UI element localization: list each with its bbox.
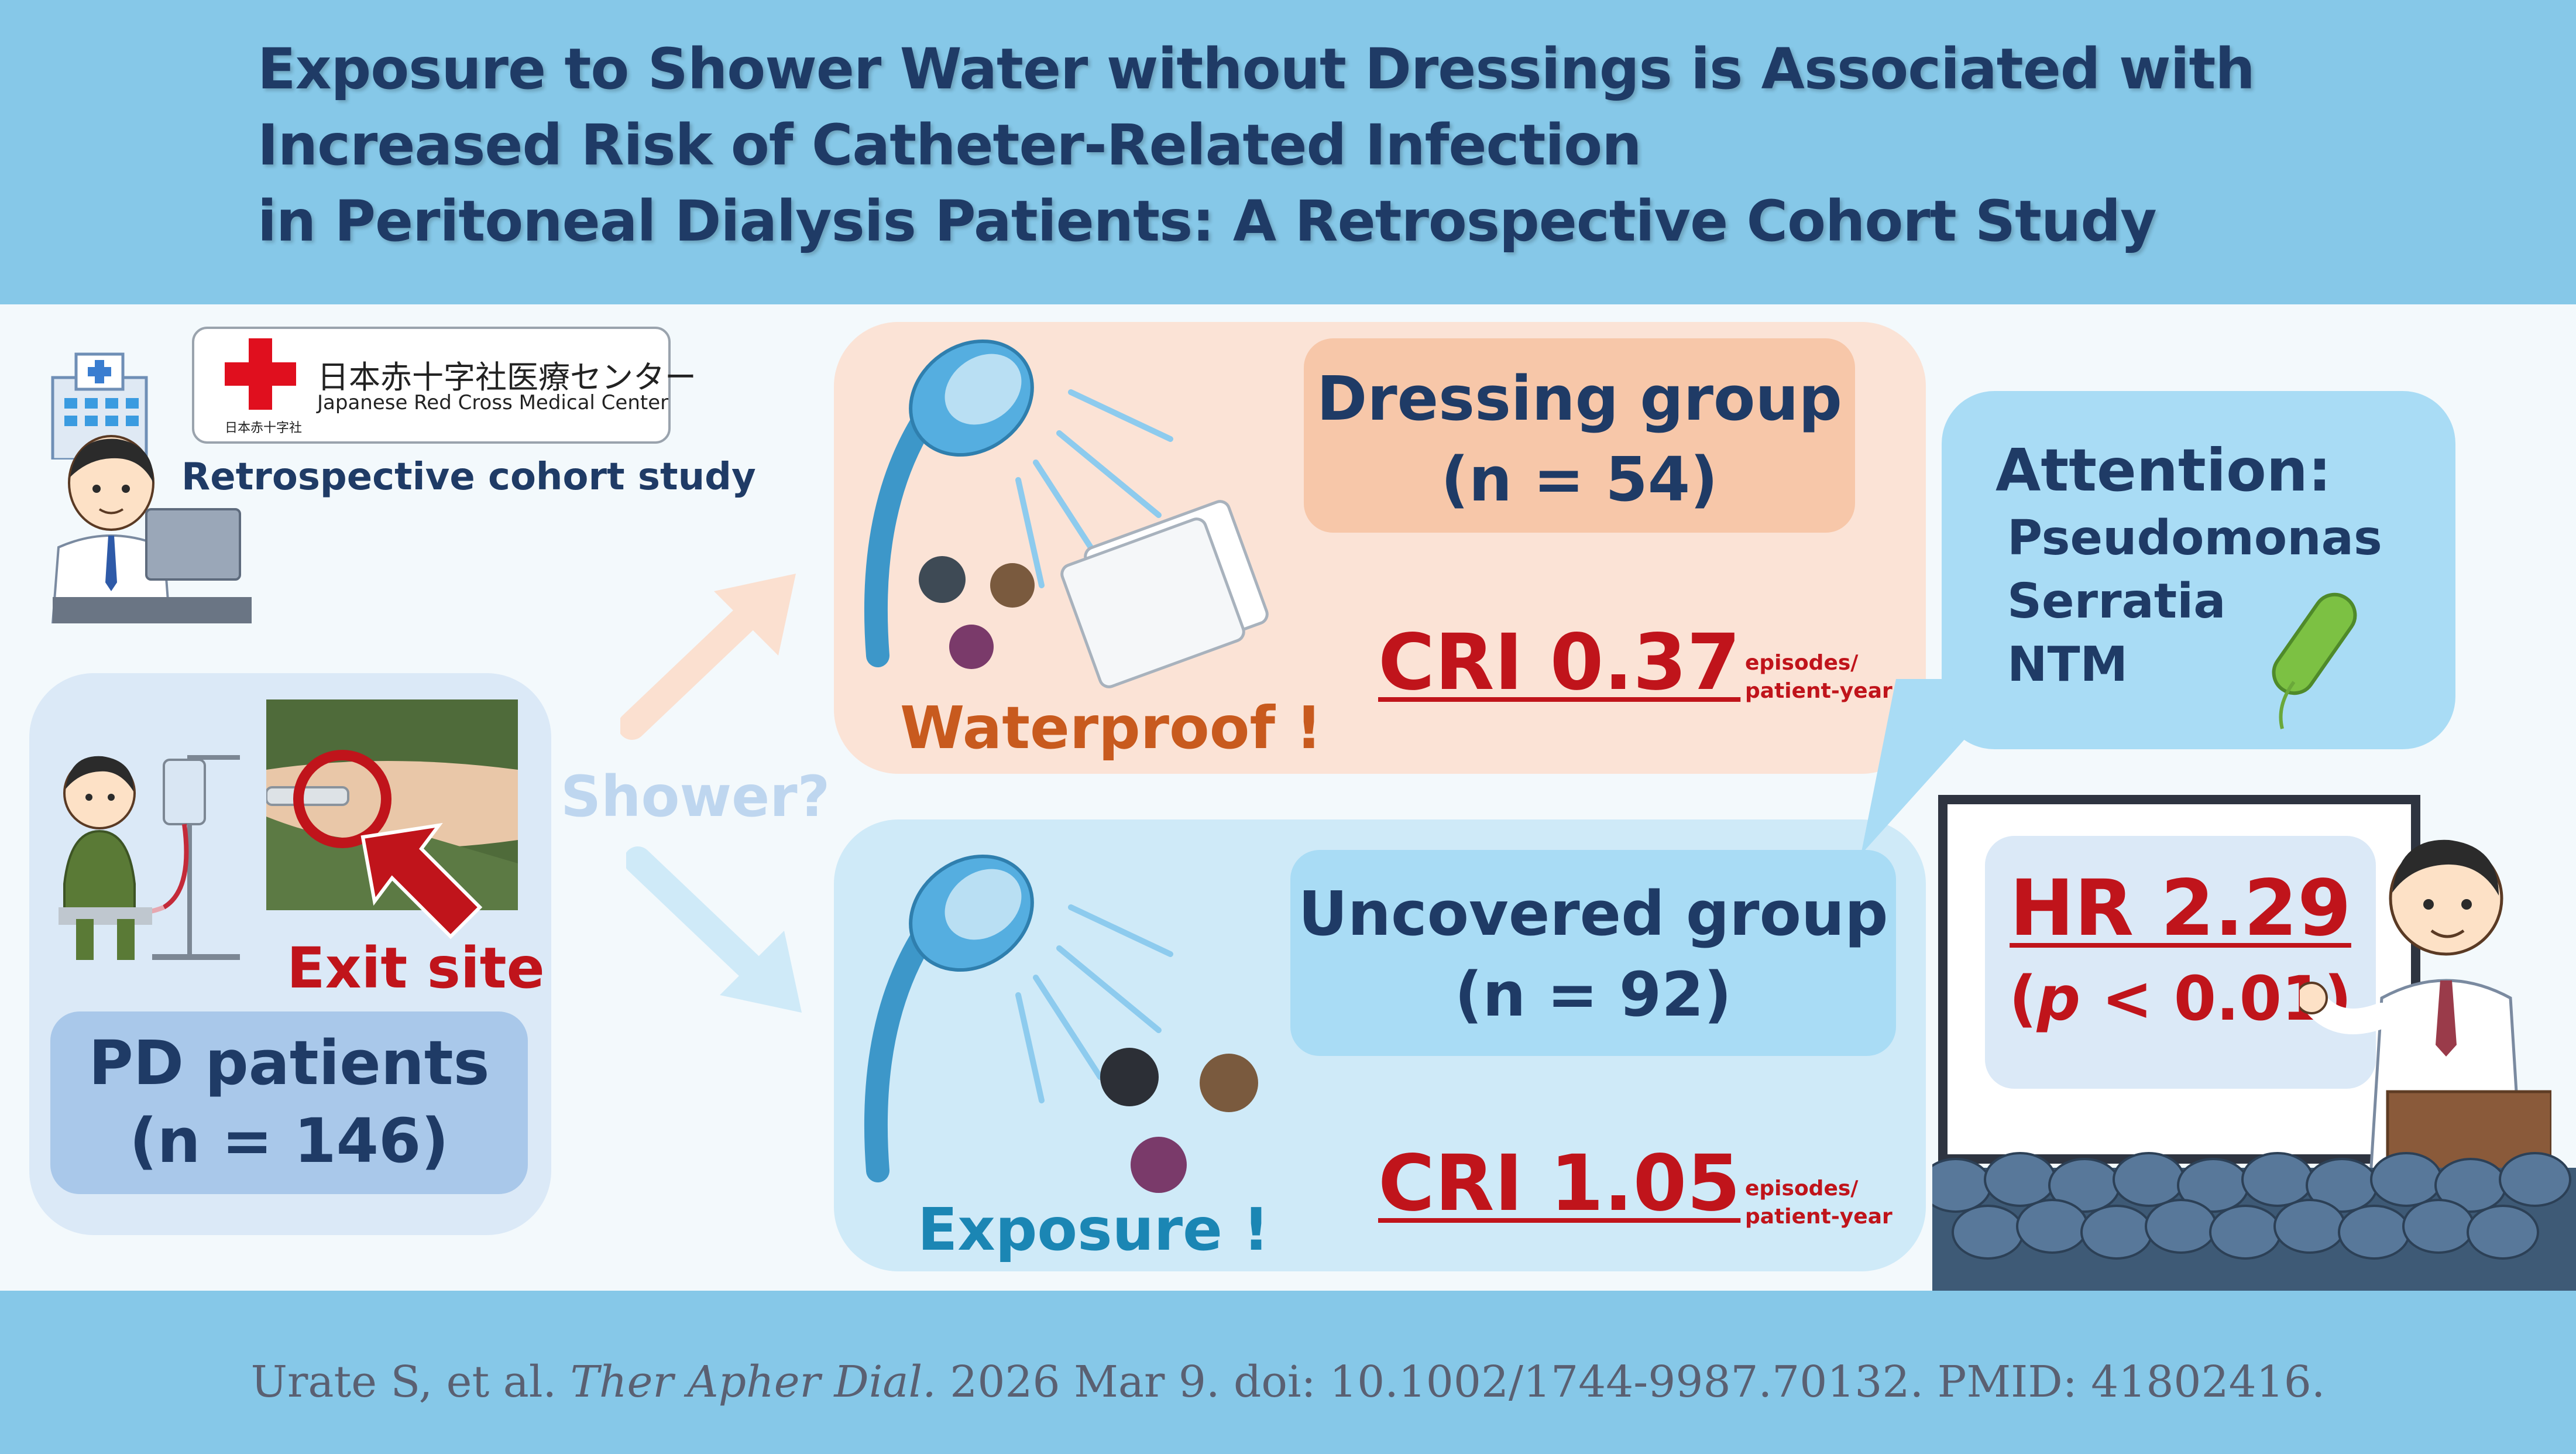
pd-patients-box — [50, 1011, 528, 1194]
arrow-to-dressing-icon — [620, 574, 796, 740]
title-banner — [0, 0, 2576, 304]
shower-question-label: Shower? — [561, 764, 830, 829]
doctor-laptop-illustration — [51, 435, 252, 623]
citation-journal: Ther Apher Dial. — [570, 1357, 936, 1407]
logo-small-jp: 日本赤十字社 — [225, 421, 303, 435]
uncovered-group-count: (n = 92) — [1454, 959, 1732, 1030]
exit-site-arrow-icon — [360, 822, 483, 939]
attention-bubble — [1942, 391, 2455, 749]
dressing-cri-value: CRI 0.37 — [1378, 618, 1741, 708]
arrow-to-uncovered-icon — [626, 846, 802, 1013]
uncovered-group-label: Uncovered group — [1298, 878, 1888, 949]
pd-patients-count: (n = 146) — [129, 1105, 449, 1177]
presenter-illustration — [2300, 839, 2551, 1185]
uncovered-cri-value: CRI 1.05 — [1378, 1138, 1741, 1229]
p-open: ( — [2009, 963, 2037, 1034]
uncovered-cri-unit-line2: patient-year — [1745, 1205, 1892, 1229]
exit-site-label: Exit site — [287, 935, 545, 1001]
pd-patient-illustration — [59, 755, 240, 960]
attention-item-serratia: Serratia — [2007, 574, 2226, 629]
dressing-cri-unit-line2: patient-year — [1745, 679, 1892, 703]
title-line-2: Increased Risk of Catheter-Related Infec… — [257, 112, 1642, 178]
pd-patients-label: PD patients — [88, 1027, 490, 1099]
title-line-1: Exposure to Shower Water without Dressin… — [257, 36, 2255, 102]
citation-authors: Urate S, et al. — [250, 1357, 571, 1407]
attention-item-pseudomonas: Pseudomonas — [2007, 510, 2382, 566]
footer-banner — [0, 1291, 2576, 1454]
citation: Urate S, et al. Ther Apher Dial. 2026 Ma… — [0, 1357, 2576, 1407]
audience-crowd-illustration — [1932, 1152, 2576, 1291]
dressing-group-box — [1304, 338, 1855, 533]
citation-details: 2026 Mar 9. doi: 10.1002/1744-9987.70132… — [936, 1357, 2326, 1407]
shower-exposure-illustration — [864, 854, 1258, 1193]
dressing-cri-unit-line1: episodes/ — [1745, 651, 1859, 675]
logo-name-jp: 日本赤十字社医療センター — [317, 359, 696, 396]
dressing-group-label: Dressing group — [1317, 363, 1842, 434]
title-line-3: in Peritoneal Dialysis Patients: A Retro… — [257, 188, 2157, 254]
bacterium-icon — [2272, 592, 2357, 729]
red-cross-icon — [225, 338, 296, 410]
uncovered-cri-unit-line1: episodes/ — [1745, 1177, 1859, 1201]
hospital-building-icon — [51, 352, 148, 459]
shower-dressing-illustration — [864, 339, 1269, 688]
exposure-tag: Exposure ! — [918, 1195, 1270, 1264]
attention-item-ntm: NTM — [2007, 637, 2128, 692]
waterproof-tag: Waterproof ! — [900, 694, 1323, 762]
hr-result-box — [1985, 836, 2376, 1089]
study-type-label: Retrospective cohort study — [181, 455, 756, 499]
hr-value: HR 2.29 — [2010, 863, 2351, 954]
p-letter: p — [2036, 963, 2081, 1034]
logo-name-en: Japanese Red Cross Medical Center — [317, 391, 669, 414]
uncovered-group-box — [1290, 850, 1896, 1056]
dressing-group-count: (n = 54) — [1441, 444, 1718, 515]
attention-heading: Attention: — [1995, 436, 2331, 505]
